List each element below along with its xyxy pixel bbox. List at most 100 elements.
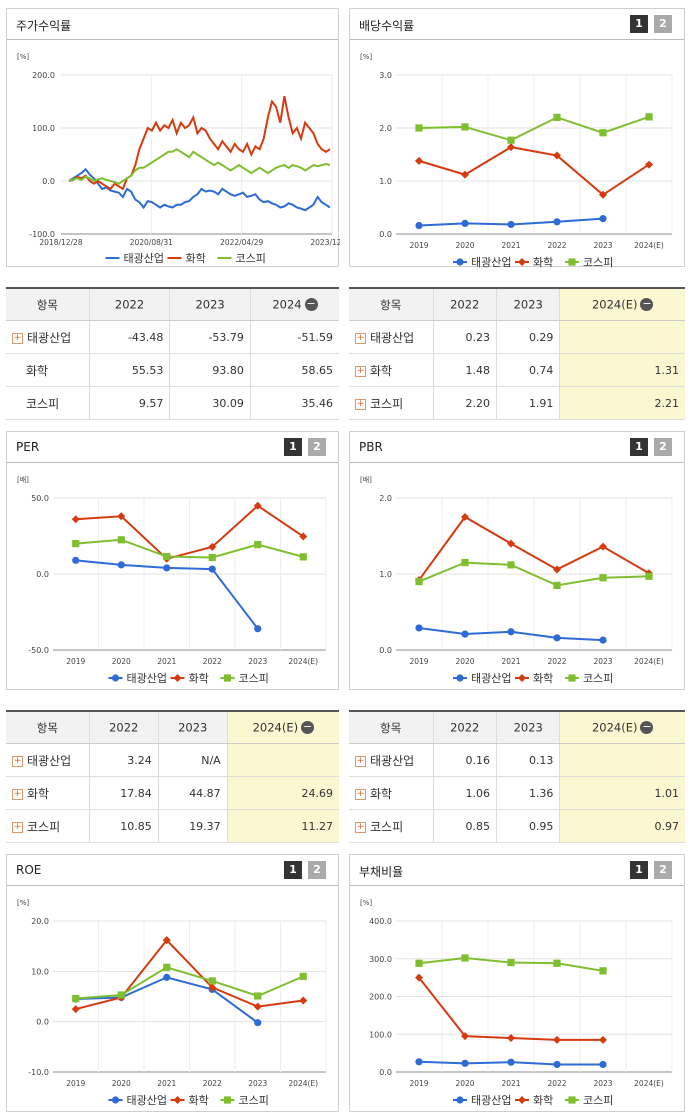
x-tick-label: 2019	[66, 1079, 85, 1088]
data-point	[415, 578, 423, 586]
x-tick-label: 2022	[203, 657, 222, 666]
row-label[interactable]: + 화학	[6, 776, 90, 810]
column-header: 2024(E) −	[559, 712, 685, 744]
legend-label: 태광산업	[124, 252, 164, 265]
row-label[interactable]: + 코스피	[349, 386, 433, 420]
view-2-button[interactable]: 2	[654, 15, 672, 33]
expand-icon[interactable]: +	[12, 755, 23, 767]
data-point	[461, 170, 469, 179]
table-cell: -43.48	[88, 320, 170, 354]
view-1-button[interactable]: 1	[630, 15, 648, 33]
expand-icon[interactable]: +	[12, 332, 23, 344]
y-tick-label: 0.0	[379, 646, 392, 655]
x-tick-label: 2023	[593, 241, 612, 250]
table-row: 화학 55.53 93.80 58.65	[6, 353, 339, 387]
data-point	[111, 1096, 120, 1104]
expand-icon[interactable]: +	[355, 821, 366, 833]
column-header: 2023	[157, 712, 228, 744]
data-point	[254, 625, 262, 633]
table-cell: 1.31	[559, 353, 685, 387]
collapse-icon[interactable]: −	[640, 297, 654, 312]
data-point	[599, 190, 607, 199]
table-cell: 0.74	[495, 353, 560, 387]
series-line	[418, 146, 650, 197]
x-tick-label: 2023	[248, 1079, 267, 1088]
row-label[interactable]: 화학	[6, 353, 90, 387]
collapse-icon[interactable]: −	[301, 720, 315, 735]
table-cell: 35.46	[249, 386, 339, 420]
expand-icon[interactable]: +	[355, 365, 366, 377]
data-point	[162, 936, 171, 945]
row-label[interactable]: 코스피	[6, 386, 90, 420]
top-strip	[0, 0, 691, 6]
view-2-button[interactable]: 2	[308, 861, 326, 879]
series-line	[418, 561, 650, 587]
data-point	[456, 1096, 464, 1104]
panel-title: PBR	[359, 440, 383, 454]
y-tick-label: 100.0	[369, 1030, 392, 1039]
panel-header: PER 1 2	[7, 432, 338, 463]
x-tick-label: 2020	[455, 241, 474, 250]
row-label[interactable]: + 코스피	[6, 809, 90, 843]
y-tick-label: 3.0	[379, 71, 392, 80]
x-tick-label: 2022/04/29	[220, 238, 263, 247]
row-label[interactable]: + 화학	[349, 353, 433, 387]
data-point	[253, 501, 262, 510]
table-cell: -53.79	[169, 320, 251, 354]
view-1-button[interactable]: 1	[284, 861, 302, 879]
view-2-button[interactable]: 2	[308, 438, 326, 456]
expand-icon[interactable]: +	[355, 755, 366, 767]
table-row: + 화학 1.48 0.74 1.31	[349, 353, 685, 387]
legend-label: 태광산업	[471, 256, 511, 268]
data-point	[254, 1019, 262, 1027]
legend-label: 코스피	[583, 256, 613, 268]
data-point	[173, 674, 182, 682]
x-tick-label: 2024(E)	[634, 657, 664, 666]
panel-title: 주가수익률	[16, 19, 72, 33]
table-row: + 태광산업 3.24 N/A	[6, 743, 339, 777]
view-1-button[interactable]: 1	[284, 438, 302, 456]
data-point	[518, 1096, 526, 1104]
data-point	[507, 1034, 515, 1043]
panel-per: PER 1 2 [배] 50.0 0.0 -50.0 2019 2020 2021 2022 2…	[6, 431, 339, 690]
data-point	[518, 258, 526, 266]
row-label[interactable]: + 태광산업	[6, 320, 90, 354]
view-1-button[interactable]: 1	[630, 438, 648, 456]
view-1-button[interactable]: 1	[630, 861, 648, 879]
collapse-icon[interactable]: −	[304, 297, 318, 312]
table-cell: 0.29	[495, 320, 560, 354]
data-point	[553, 959, 561, 967]
view-2-button[interactable]: 2	[654, 438, 672, 456]
row-label[interactable]: + 화학	[349, 776, 433, 810]
y-tick-label: 1.0	[379, 177, 392, 186]
column-header: 항목	[349, 712, 433, 744]
y-tick-label: 200.0	[32, 71, 55, 80]
collapse-icon[interactable]: −	[640, 720, 654, 735]
y-unit-label: [배]	[17, 475, 29, 484]
table-cell: 11.27	[226, 809, 339, 843]
data-point	[208, 553, 216, 562]
x-tick-label: 2023	[248, 657, 267, 666]
expand-icon[interactable]: +	[12, 788, 23, 800]
expand-icon[interactable]: +	[355, 398, 366, 410]
view-2-button[interactable]: 2	[654, 861, 672, 879]
expand-icon[interactable]: +	[355, 332, 366, 344]
x-tick-label: 2019	[66, 657, 85, 666]
table-row: + 화학 17.84 44.87 24.69	[6, 776, 339, 810]
row-label[interactable]: + 태광산업	[6, 743, 90, 777]
data-point	[507, 958, 515, 967]
table-cell: 2.21	[559, 386, 685, 420]
data-point	[415, 624, 423, 632]
x-tick-label: 2019	[409, 657, 428, 666]
table-row: + 태광산업 -43.48 -53.79 -51.59	[6, 320, 339, 354]
data-point	[163, 564, 171, 572]
data-point	[461, 1059, 469, 1067]
row-label[interactable]: + 코스피	[349, 809, 433, 843]
expand-icon[interactable]: +	[355, 788, 366, 800]
expand-icon[interactable]: +	[12, 821, 23, 833]
table-cell: -51.59	[249, 320, 339, 354]
row-label[interactable]: + 태광산업	[349, 743, 433, 777]
series-line	[68, 148, 331, 185]
row-label[interactable]: + 태광산업	[349, 320, 433, 354]
data-point	[461, 513, 469, 521]
